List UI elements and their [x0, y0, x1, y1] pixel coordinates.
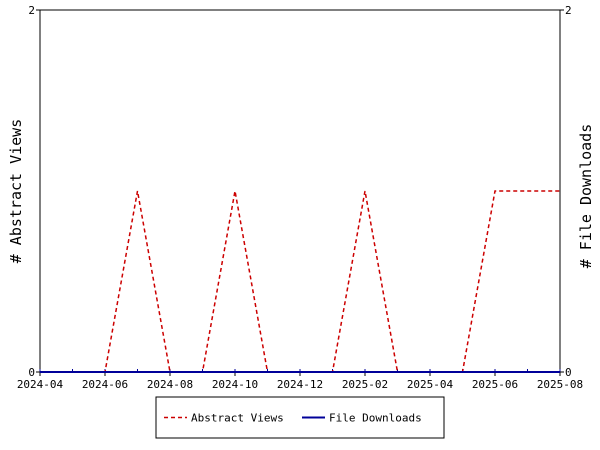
- x-tick-label: 2024-10: [212, 378, 258, 391]
- x-tick-label: 2024-08: [147, 378, 193, 391]
- x-tick-label: 2025-04: [407, 378, 454, 391]
- x-tick-label: 2025-06: [472, 378, 518, 391]
- x-tick-label: 2024-12: [277, 378, 323, 391]
- y-right-tick-label: 0: [565, 366, 572, 379]
- legend-label: File Downloads: [329, 412, 422, 425]
- legend: Abstract Views File Downloads: [155, 396, 445, 439]
- axes: 2024-04 2024-06 2024-08 2024-10 2024-12 2025-…: [17, 4, 583, 391]
- y-left-tick-label: 2: [28, 4, 35, 17]
- y-axis-left-title: # Abstract Views: [7, 119, 25, 264]
- legend-box: [155, 396, 445, 439]
- y-axis-right-title: # File Downloads: [577, 124, 595, 269]
- plot-area: [39, 9, 561, 373]
- y-right-tick-label: 2: [565, 4, 572, 17]
- legend-label: Abstract Views: [191, 412, 284, 425]
- x-tick-label: 2024-04: [17, 378, 64, 391]
- y-left-tick-label: 0: [28, 366, 35, 379]
- plot-frame: [39, 9, 561, 373]
- x-tick-label: 2024-06: [82, 378, 128, 391]
- series-layer: [40, 190, 560, 373]
- x-tick-label: 2025-02: [342, 378, 388, 391]
- x-tick-label: 2025-08: [537, 378, 583, 391]
